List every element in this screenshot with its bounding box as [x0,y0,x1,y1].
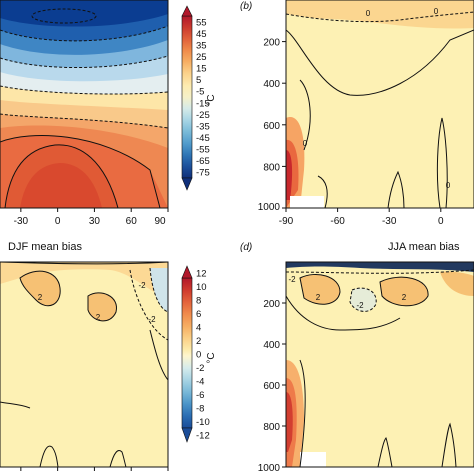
panel-c-frame [0,261,169,468]
colorbar-top-lower-arrow [181,177,193,191]
colorbar-tick-label: -8 [196,404,204,415]
contour-label: 2 [402,293,407,302]
panel-b-y-ticks: 200 400 600 800 1000 [258,38,286,213]
panel-a-frame [0,0,169,209]
contour-label: 0 [446,181,451,190]
colorbar-tick-label: 15 [196,64,207,75]
colorbar-tick-label: 2 [196,336,201,347]
colorbar-tick-label: -2 [196,363,204,374]
y-tick-label: 200 [263,299,280,310]
colorbar-top [181,15,193,179]
colorbar-bottom-labels: 12 10 8 6 4 2 0 -2 -4 -6 -8 -10 -12 [196,268,210,441]
colorbar-tick-label: -75 [196,168,210,179]
y-tick-label: 800 [263,422,280,433]
y-tick-label: 800 [263,162,280,173]
panel-d-label: (d) [240,242,252,253]
y-tick-label: 1000 [258,463,281,474]
colorbar-tick-label: -6 [196,390,204,401]
colorbar-tick-label: -55 [196,145,210,156]
colorbar-tick-label: 0 [196,350,201,361]
contour-label: -2 [288,275,296,284]
contour-label: 0 [434,7,439,16]
panel-b-frame [285,0,474,209]
x-tick-label: 60 [126,216,138,227]
x-tick-label: 0 [438,216,444,227]
panel-c-djf-bias [0,262,168,467]
colorbar-tick-label: -25 [196,110,210,121]
colorbar-tick-label: -65 [196,156,210,167]
contour-label: 2 [96,313,101,322]
colorbar-bottom-upper-arrow [181,265,193,279]
panel-b-label: (b) [240,1,252,12]
y-tick-label: 600 [263,121,280,132]
contour-label: 0 [303,139,308,148]
colorbar-tick-label: -15 [196,98,210,109]
colorbar-bottom-unit: °C [206,352,217,363]
panel-a-x-ticks: -30 0 30 60 90 [14,208,169,227]
panel-d-jja-bias [286,262,474,467]
x-tick-label: 0 [55,216,61,227]
panel-d-frame [285,261,474,468]
colorbar-bottom [181,277,193,429]
colorbar-tick-label: -45 [196,133,210,144]
x-tick-label: 30 [89,216,101,227]
colorbar-tick-label: 12 [196,268,207,279]
contour-label: 0 [366,9,371,18]
panel-c-contour-labels: 2 2 -2 -2 [38,281,156,324]
colorbar-tick-label: 45 [196,29,207,40]
colorbar-tick-label: -10 [196,417,210,428]
x-tick-label: -60 [330,216,345,227]
colorbar-tick-label: -35 [196,121,210,132]
colorbar-tick-label: 10 [196,282,207,293]
contour-label: -2 [148,315,156,324]
panel-d-y-ticks: 200 400 600 800 1000 [258,299,286,474]
colorbar-tick-label: -12 [196,431,210,442]
x-tick-label: -90 [279,216,294,227]
panel-a-zonal-mean-temperature [0,0,168,208]
contour-label: 2 [38,293,43,302]
colorbar-tick-label: 5 [196,75,201,86]
colorbar-tick-label: 55 [196,17,207,28]
contour-label: -2 [138,281,146,290]
panel-b-bias [286,0,474,208]
colorbar-top-unit: °C [206,94,217,105]
x-tick-label: -30 [382,216,397,227]
colorbar-tick-label: 25 [196,52,207,63]
colorbar-tick-label: 35 [196,40,207,51]
panel-c-title: DJF mean bias [8,241,82,253]
panel-d-contour-labels: -2 2 -2 2 [288,275,406,310]
contour-label: 2 [316,293,321,302]
colorbar-tick-label: -5 [196,87,204,98]
colorbar-tick-label: 4 [196,322,201,333]
panel-c-x-ticks [20,467,169,471]
contour-label: -2 [356,301,364,310]
colorbar-bottom-lower-arrow [181,427,193,443]
y-tick-label: 1000 [258,202,281,213]
panel-b-contour-labels: 0 0 0 0 [303,7,451,190]
colorbar-tick-label: 6 [196,309,201,320]
y-tick-label: 600 [263,381,280,392]
colorbar-top-upper-arrow [181,5,193,17]
y-tick-label: 400 [263,340,280,351]
x-tick-label: 90 [154,216,166,227]
colorbar-tick-label: -4 [196,377,204,388]
panel-d-title: JJA mean bias [388,241,460,253]
y-tick-label: 400 [263,79,280,90]
colorbar-tick-label: 8 [196,295,201,306]
y-tick-label: 200 [263,38,280,49]
x-tick-label: -30 [14,216,29,227]
